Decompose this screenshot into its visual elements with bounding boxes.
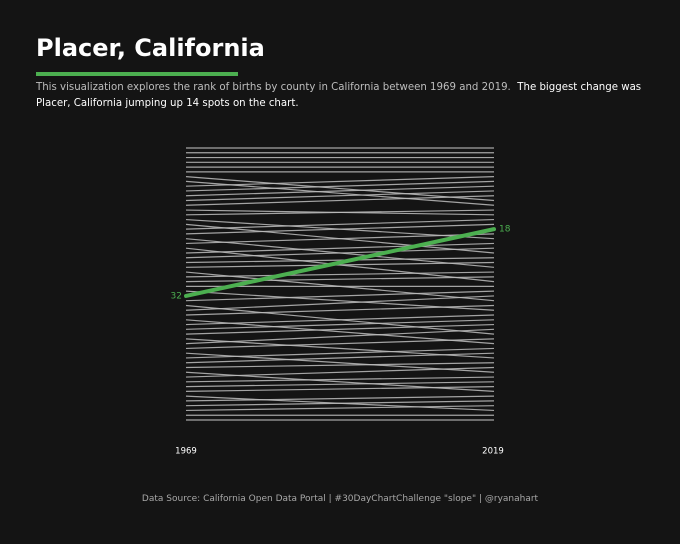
- subtitle-emphasis: The biggest change was Placer, Californi…: [36, 82, 642, 109]
- background-series-group: [185, 147, 495, 421]
- county-line-23: [185, 242, 495, 254]
- highlight-start-label: 32: [171, 291, 182, 301]
- county-line-19: [185, 223, 495, 235]
- county-line-15: [185, 209, 495, 216]
- county-line-24: [185, 247, 495, 259]
- x-tick-label-end: 2019: [482, 447, 504, 457]
- county-line-10: [185, 180, 495, 192]
- county-line-48: [185, 366, 495, 378]
- county-line-36: [185, 319, 495, 345]
- county-line-42: [185, 338, 495, 350]
- county-line-12: [185, 190, 495, 202]
- subtitle: This visualization explores the rank of …: [36, 80, 648, 112]
- county-line-11: [185, 185, 495, 197]
- page-title: Placer, California: [36, 34, 265, 62]
- county-line-35: [185, 304, 495, 316]
- county-line-7: [185, 176, 495, 202]
- highlight-end-label: 18: [499, 225, 511, 235]
- footer-source: Data Source: California Open Data Portal…: [141, 494, 539, 504]
- subtitle-main: This visualization explores the rank of …: [36, 82, 511, 93]
- county-line-49: [185, 376, 495, 383]
- county-line-28: [185, 271, 495, 278]
- county-line-32: [185, 290, 495, 302]
- highlight-line-placer: [184, 227, 496, 298]
- county-line-37: [185, 314, 495, 326]
- county-line-21: [185, 233, 495, 245]
- county-line-34: [185, 295, 495, 311]
- county-line-13: [185, 195, 495, 206]
- county-line-29: [185, 276, 495, 283]
- county-line-18: [185, 218, 495, 230]
- county-line-51: [185, 386, 495, 392]
- county-line-26: [185, 261, 495, 268]
- county-line-41: [185, 328, 495, 345]
- county-line-55: [185, 405, 495, 412]
- county-line-54: [185, 400, 495, 407]
- county-line-44: [185, 347, 495, 359]
- county-line-50: [185, 381, 495, 388]
- title-underline: [36, 72, 238, 76]
- county-line-53: [185, 395, 495, 402]
- county-line-45: [185, 352, 495, 364]
- x-tick-label-start: 1969: [175, 447, 197, 457]
- highlight-series-group: 32 18: [171, 225, 511, 302]
- county-line-8: [185, 180, 495, 206]
- x-axis: 1969 2019: [175, 447, 504, 457]
- county-line-46: [185, 362, 495, 369]
- county-line-25: [185, 257, 495, 264]
- county-line-9: [185, 176, 495, 187]
- county-line-38: [185, 319, 495, 330]
- county-line-39: [185, 323, 495, 335]
